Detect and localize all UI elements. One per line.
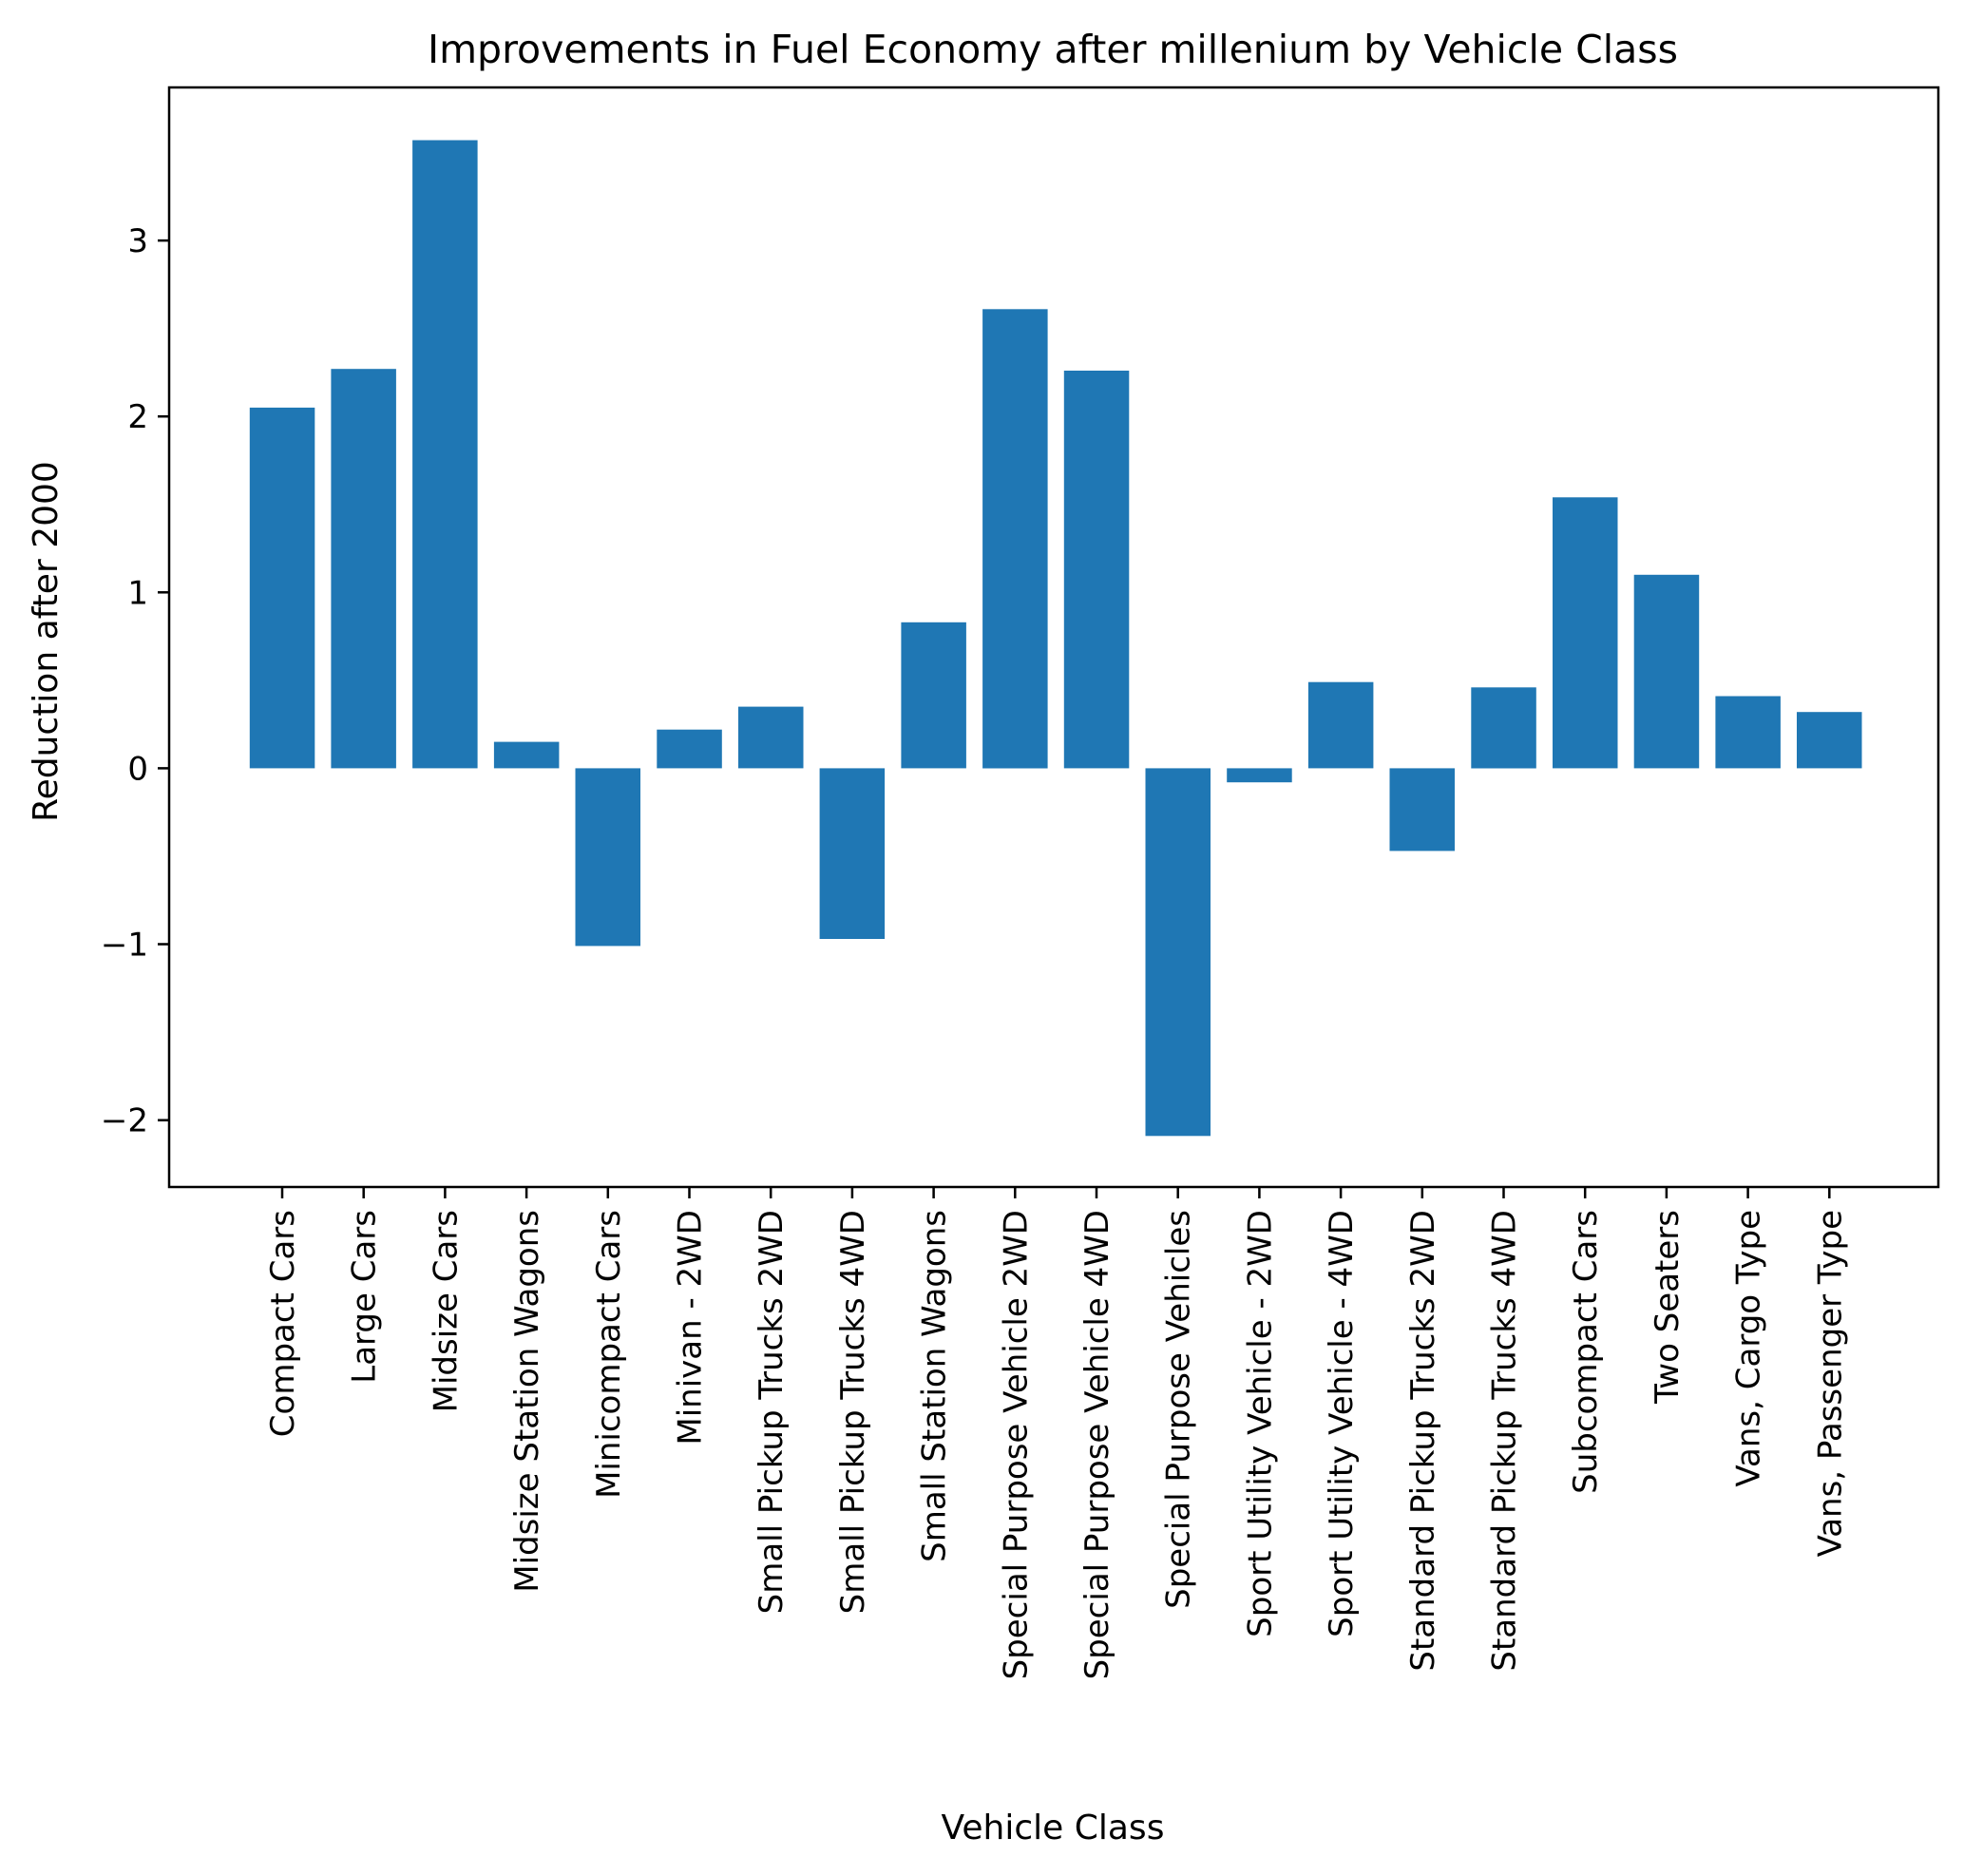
bar xyxy=(1553,497,1618,769)
bar xyxy=(1145,768,1211,1137)
bar xyxy=(1389,768,1455,852)
bar xyxy=(331,369,396,769)
bar xyxy=(1471,687,1536,769)
y-tick-label: −2 xyxy=(101,1102,148,1140)
bar xyxy=(1715,696,1781,769)
x-tick-label: Small Station Wagons xyxy=(916,1210,954,1562)
y-tick-label: 3 xyxy=(127,222,148,260)
x-tick-label: Midsize Station Wagons xyxy=(508,1210,546,1593)
bar xyxy=(657,729,722,769)
x-tick-label: Two Seaters xyxy=(1649,1210,1687,1405)
x-tick-label: Vans, Passenger Type xyxy=(1811,1210,1849,1557)
bar xyxy=(819,768,886,939)
x-tick-label: Standard Pickup Trucks 4WD xyxy=(1486,1210,1524,1672)
x-axis-label: Vehicle Class xyxy=(942,1809,1165,1847)
bar xyxy=(412,140,478,769)
bar xyxy=(1063,371,1130,769)
y-axis-ticks: −2 −1 0 1 2 3 xyxy=(101,222,169,1140)
bar xyxy=(1797,712,1862,769)
bars-layer xyxy=(249,140,1862,1137)
x-tick-label: Compact Cars xyxy=(264,1210,302,1437)
x-axis-ticks: Compact Cars Large Cars Midsize Cars Midsiz… xyxy=(264,1187,1849,1679)
plot-frame xyxy=(167,86,1940,1189)
bar xyxy=(575,768,640,947)
x-tick-label: Vans, Cargo Type xyxy=(1730,1210,1768,1487)
y-tick-label: 0 xyxy=(127,750,148,788)
x-tick-label: Minicompact Cars xyxy=(590,1210,628,1499)
x-tick-label: Small Pickup Trucks 2WD xyxy=(753,1210,791,1614)
x-tick-label: Special Purpose Vehicles xyxy=(1160,1210,1198,1609)
y-axis-label: Reduction after 2000 xyxy=(27,461,66,822)
x-tick-label: Midsize Cars xyxy=(427,1210,465,1412)
bar xyxy=(738,706,804,769)
x-tick-label: Subcompact Cars xyxy=(1567,1210,1605,1494)
x-tick-label: Minivan - 2WD xyxy=(672,1210,710,1445)
y-tick-label: 1 xyxy=(127,574,148,612)
bar xyxy=(901,622,966,769)
x-tick-label: Sport Utility Vehicle - 4WD xyxy=(1323,1210,1361,1637)
x-tick-label: Special Purpose Vehicle 4WD xyxy=(1078,1210,1116,1679)
x-tick-label: Large Cars xyxy=(346,1210,384,1384)
x-tick-label: Small Pickup Trucks 4WD xyxy=(834,1210,872,1614)
x-tick-label: Standard Pickup Trucks 2WD xyxy=(1404,1210,1442,1672)
x-tick-label: Special Purpose Vehicle 2WD xyxy=(997,1210,1035,1679)
bar xyxy=(982,309,1048,769)
bar xyxy=(249,407,315,769)
y-tick-label: −1 xyxy=(101,927,148,965)
y-tick-label: 2 xyxy=(127,398,148,436)
bar xyxy=(1227,768,1292,783)
bar xyxy=(493,741,560,769)
bar xyxy=(1307,681,1374,769)
chart-title: Improvements in Fuel Economy after mille… xyxy=(428,27,1678,72)
x-tick-label: Sport Utility Vehicle - 2WD xyxy=(1241,1210,1279,1637)
bar xyxy=(1633,574,1700,769)
